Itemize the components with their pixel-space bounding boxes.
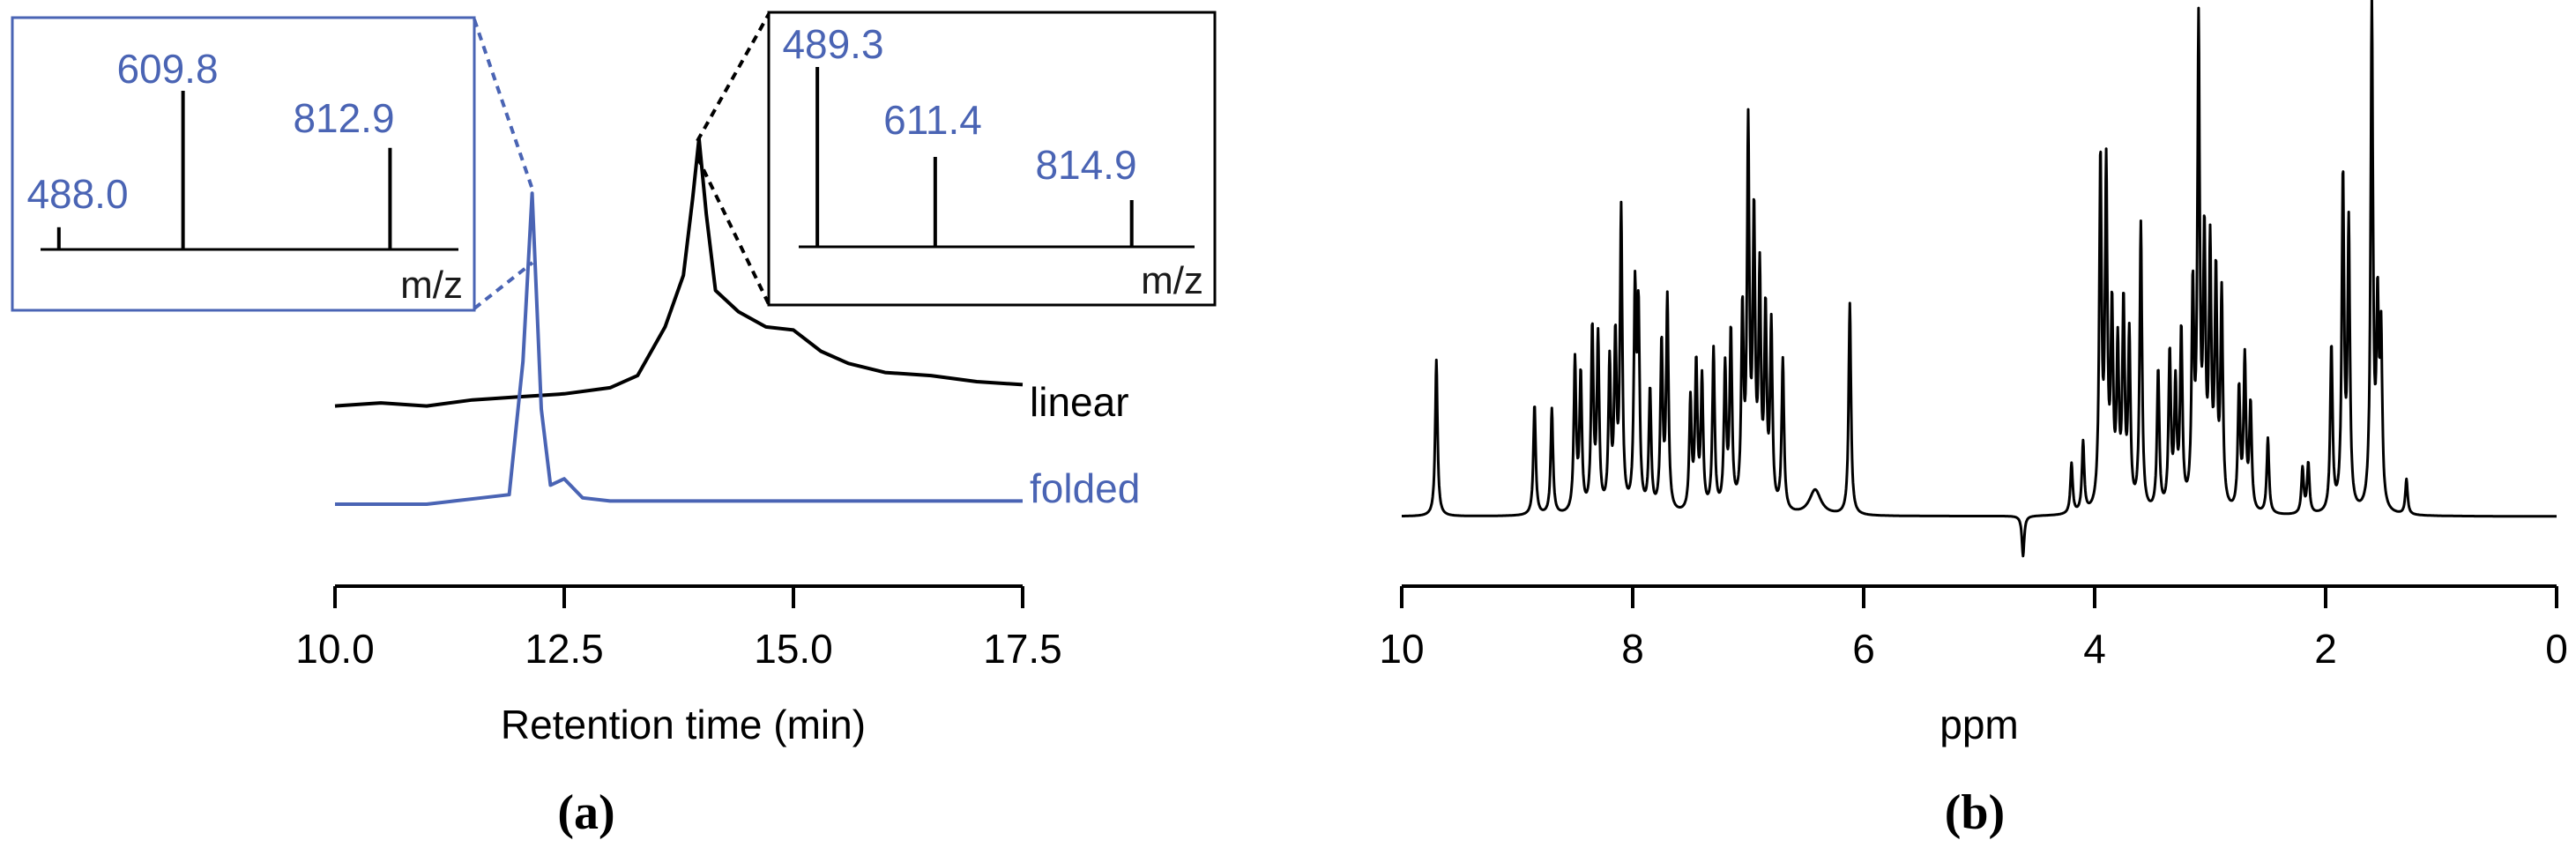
panel-label-a: (a) bbox=[557, 785, 614, 840]
series-label-linear: linear bbox=[1030, 379, 1129, 425]
inset-linear-xlabel: m/z bbox=[1141, 259, 1203, 302]
peak-label-812: 812.9 bbox=[293, 95, 394, 141]
x-tick-label-a: 10.0 bbox=[295, 626, 375, 672]
x-tick-label-a: 17.5 bbox=[983, 626, 1062, 672]
x-tick-label-b: 2 bbox=[2314, 626, 2337, 672]
peak-label-814: 814.9 bbox=[1035, 142, 1136, 188]
inset-linear-ms: m/z 489.3 611.4 814.9 bbox=[696, 11, 1217, 307]
x-axis-title-b: ppm bbox=[1939, 702, 2018, 747]
panel-b-nmr: 10 8 6 4 2 0 ppm (b) bbox=[1379, 0, 2568, 840]
x-axis-title-a: Retention time (min) bbox=[501, 702, 866, 747]
x-ticks-a: 10.0 12.5 15.0 17.5 bbox=[295, 586, 1062, 672]
peak-label-609: 609.8 bbox=[116, 46, 218, 92]
inset-folded-spectrum bbox=[41, 91, 458, 251]
series-line-folded bbox=[335, 191, 1023, 506]
inset-folded-xlabel: m/z bbox=[400, 264, 463, 307]
series-label-folded: folded bbox=[1030, 465, 1140, 511]
inset-linear-spectrum bbox=[799, 67, 1195, 249]
x-tick-label-a: 15.0 bbox=[754, 626, 833, 672]
nmr-spectrum-line bbox=[1401, 0, 2557, 558]
x-tick-label-b: 0 bbox=[2545, 626, 2568, 672]
inset-folded-frame bbox=[11, 16, 476, 312]
x-tick-label-b: 4 bbox=[2083, 626, 2106, 672]
panel-label-b: (b) bbox=[1945, 785, 2005, 840]
peak-label-489: 489.3 bbox=[782, 21, 883, 67]
nmr-plot bbox=[1401, 0, 2557, 558]
zoom-line-bottom-folded bbox=[473, 261, 534, 310]
peak-label-488: 488.0 bbox=[26, 171, 128, 217]
x-tick-label-a: 12.5 bbox=[525, 626, 604, 672]
panel-a-chromatogram: 10.0 12.5 15.0 17.5 Retention time (min) li… bbox=[11, 11, 1217, 840]
x-ticks-b: 10 8 6 4 2 0 bbox=[1379, 586, 2568, 672]
zoom-line-top-folded bbox=[473, 19, 534, 190]
inset-linear-frame bbox=[767, 11, 1217, 307]
x-tick-label-b: 6 bbox=[1852, 626, 1875, 672]
zoom-line-top-linear bbox=[696, 13, 771, 142]
peak-label-611: 611.4 bbox=[883, 97, 982, 143]
x-tick-label-b: 10 bbox=[1379, 626, 1424, 672]
inset-folded-ms: m/z 488.0 609.8 812.9 bbox=[11, 16, 534, 312]
x-tick-label-b: 8 bbox=[1621, 626, 1644, 672]
